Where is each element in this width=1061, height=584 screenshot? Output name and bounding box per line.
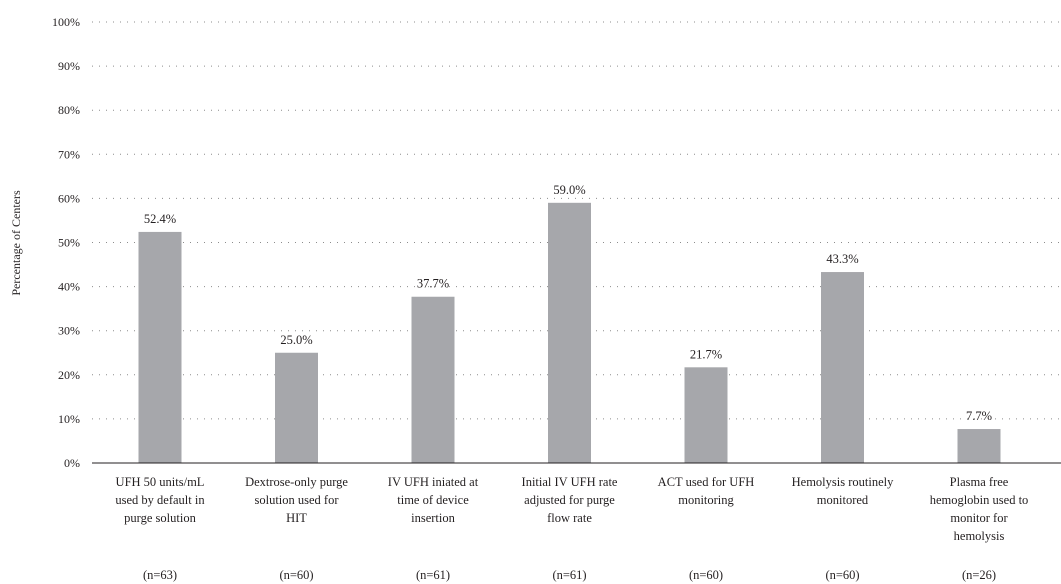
category-label-line: monitoring: [678, 493, 734, 507]
bar: [411, 296, 455, 463]
category-label-line: monitored: [817, 493, 869, 507]
category-label: Dextrose-only purge solution used for HIT: [245, 475, 348, 525]
category-label: ACT used for UFH monitoring: [658, 475, 755, 507]
sample-size-label: (n=61): [552, 568, 586, 582]
y-tick-label: 20%: [58, 368, 80, 382]
category-label-line: hemolysis: [954, 529, 1005, 543]
category-label: Hemolysis routinely monitored: [792, 475, 894, 507]
category-label-line: Initial IV UFH rate: [522, 475, 618, 489]
y-axis-title: Percentage of Centers: [9, 190, 23, 296]
sample-size-label: (n=60): [825, 568, 859, 582]
category-label-line: HIT: [286, 511, 307, 525]
y-tick-label: 80%: [58, 103, 80, 117]
bar: [957, 429, 1001, 463]
category-label-line: adjusted for purge: [524, 493, 615, 507]
bar: [821, 272, 864, 463]
category-label: Initial IV UFH rate adjusted for purge flo…: [522, 475, 618, 525]
data-label: 21.7%: [690, 347, 722, 361]
bars: [138, 202, 1001, 463]
y-tick-label: 10%: [58, 412, 80, 426]
category-label-line: Plasma free: [950, 475, 1009, 489]
y-tick-label: 100%: [52, 15, 80, 29]
sample-size-label: (n=60): [279, 568, 313, 582]
data-label: 43.3%: [826, 252, 858, 266]
category-label-line: monitor for: [950, 511, 1008, 525]
sample-size-label: (n=63): [143, 568, 177, 582]
y-tick-label: 60%: [58, 191, 80, 205]
category-label-line: IV UFH iniated at: [388, 475, 479, 489]
data-label: 59.0%: [553, 183, 585, 197]
sample-size-label: (n=26): [962, 568, 996, 582]
category-label-line: flow rate: [547, 511, 592, 525]
sample-size-label: (n=60): [689, 568, 723, 582]
value-labels: 52.4% 25.0% 37.7% 59.0% 21.7% 43.3% 7.7%: [144, 183, 992, 423]
category-label-line: Hemolysis routinely: [792, 475, 894, 489]
category-label: UFH 50 units/mL used by default in purge s…: [115, 475, 205, 525]
category-label-line: insertion: [411, 511, 455, 525]
bar: [138, 231, 182, 463]
y-tick-label: 70%: [58, 147, 80, 161]
category-label-line: used by default in: [115, 493, 205, 507]
y-axis-ticks: 0% 10% 20% 30% 40% 50% 60% 70% 80% 90% 100%: [52, 15, 80, 470]
category-label-line: hemoglobin used to: [930, 493, 1029, 507]
category-label-line: Dextrose-only purge: [245, 475, 348, 489]
category-label-line: solution used for: [254, 493, 339, 507]
data-label: 25.0%: [280, 333, 312, 347]
bar: [275, 352, 318, 463]
category-labels: UFH 50 units/mL used by default in purge s…: [115, 475, 1028, 543]
sample-size-labels: (n=63) (n=60) (n=61) (n=61) (n=60) (n=60) (n=2…: [143, 568, 996, 582]
y-tick-label: 0%: [64, 456, 80, 470]
category-label-line: UFH 50 units/mL: [116, 475, 205, 489]
data-label: 37.7%: [417, 277, 449, 291]
category-label-line: ACT used for UFH: [658, 475, 755, 489]
data-label: 52.4%: [144, 212, 176, 226]
bar: [684, 367, 728, 463]
y-tick-label: 50%: [58, 236, 80, 250]
category-label: Plasma free hemoglobin used to monitor for…: [930, 475, 1029, 543]
category-label-line: purge solution: [124, 511, 196, 525]
gridlines: [92, 21, 1061, 420]
category-label: IV UFH iniated at time of device insertion: [388, 475, 479, 525]
y-tick-label: 30%: [58, 324, 80, 338]
data-label: 7.7%: [966, 409, 992, 423]
sample-size-label: (n=61): [416, 568, 450, 582]
category-label-line: time of device: [397, 493, 469, 507]
y-tick-label: 40%: [58, 280, 80, 294]
bar: [548, 202, 591, 463]
y-tick-label: 90%: [58, 59, 80, 73]
